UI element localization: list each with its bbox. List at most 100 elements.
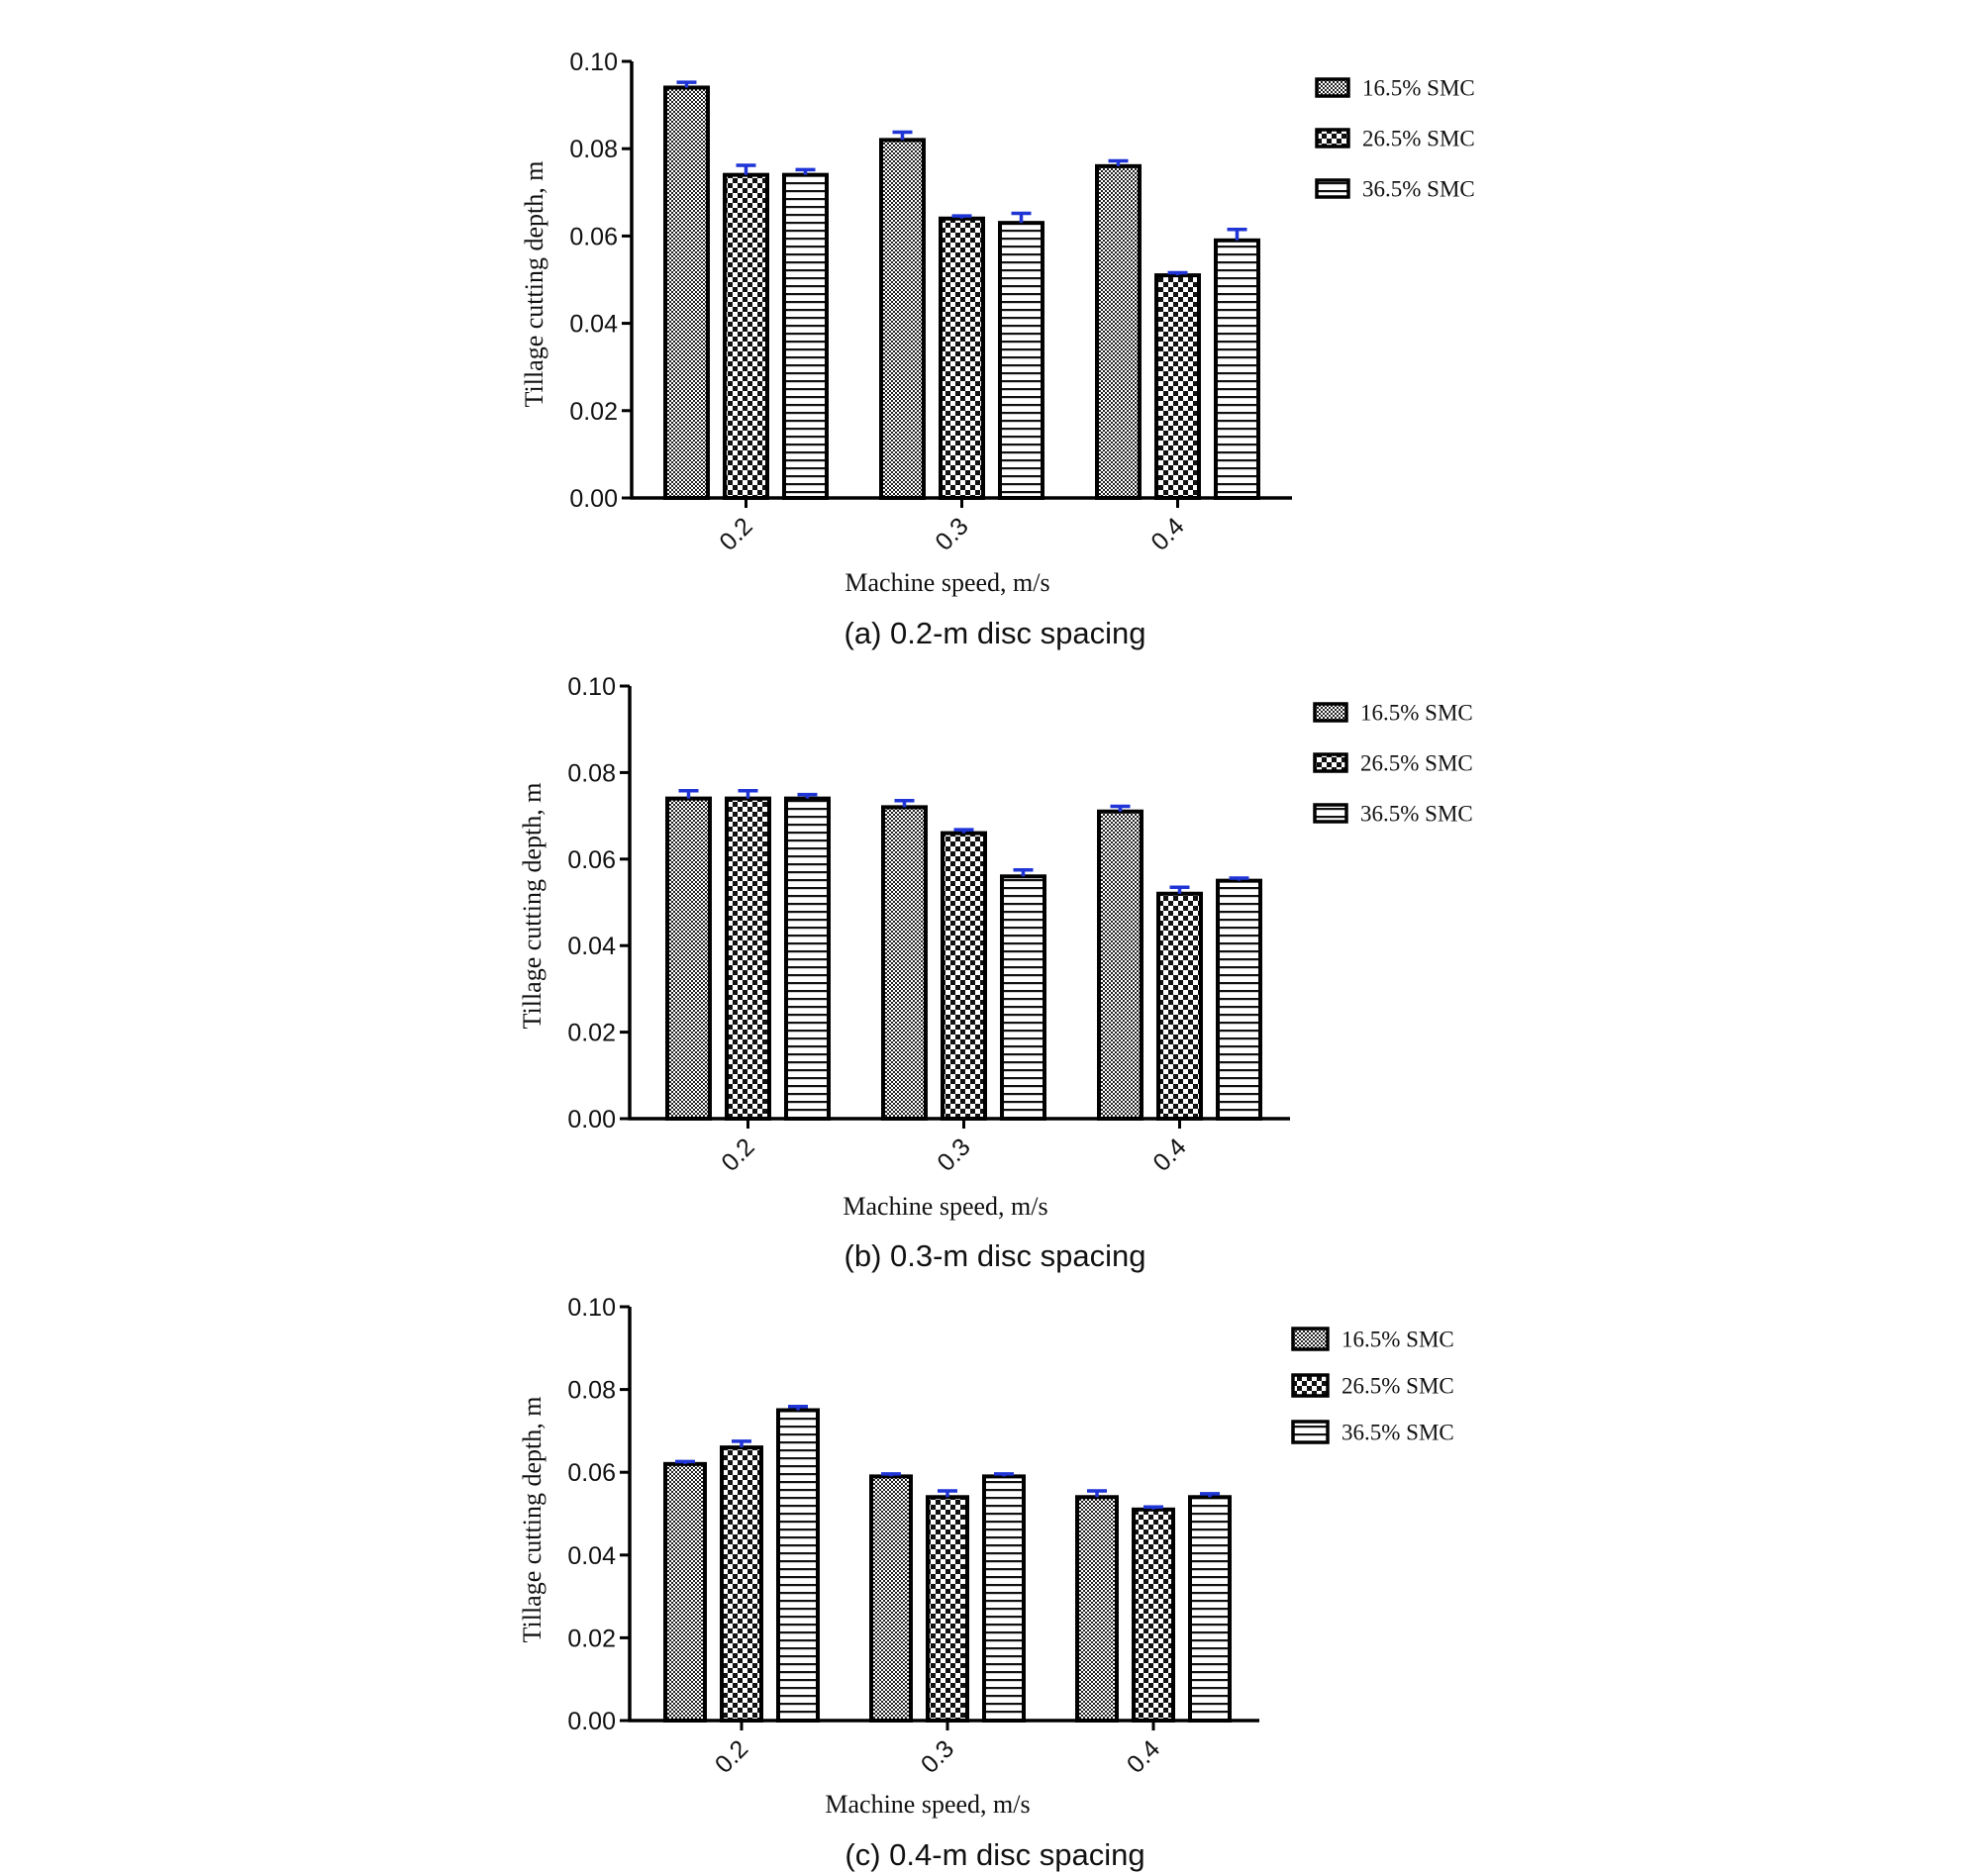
x-ticks-b: 0.2 0.3 0.4 xyxy=(716,1119,1192,1177)
y-tick-label-a-0: 0.00 xyxy=(569,485,618,513)
legend-swatch-a-3 xyxy=(1315,178,1350,199)
error-bars-b xyxy=(678,789,1249,894)
y-axis-title-b: Tillage cutting depth, m xyxy=(518,783,547,1030)
legend-b: 16.5% SMC 26.5% SMC 36.5% SMC xyxy=(1313,701,1473,827)
y-tick-label-b-2: 0.04 xyxy=(567,933,616,960)
bar-c-0.2-2 xyxy=(720,1445,763,1723)
x-tick-label-a-0.4: 0.4 xyxy=(1145,512,1189,555)
error-bar-c-0.2-1 xyxy=(675,1459,695,1464)
bar-b-0.3-2 xyxy=(941,831,987,1122)
x-axis-title-c: Machine speed, m/s xyxy=(825,1790,1030,1819)
error-bar-a-0.2-2 xyxy=(736,163,756,175)
y-tick-label-a-4: 0.08 xyxy=(569,136,618,163)
y-tick-label-a-2: 0.04 xyxy=(569,311,618,339)
chart-panel-c: 0.00 0.02 0.04 0.06 0.08 0.10 0.2 0.3 0.4 16.5%… xyxy=(518,1294,1454,1872)
error-bar-b-0.3-1 xyxy=(894,799,915,808)
bar-b-0.2-2 xyxy=(725,796,771,1121)
error-bar-c-0.3-1 xyxy=(881,1472,901,1477)
bar-c-0.3-3 xyxy=(982,1474,1026,1723)
x-ticks-c: 0.2 0.3 0.4 xyxy=(710,1721,1165,1779)
x-tick-label-b-0.2: 0.2 xyxy=(716,1133,759,1176)
error-bar-c-0.2-2 xyxy=(732,1439,751,1448)
error-bar-b-0.2-2 xyxy=(738,789,758,799)
y-tick-label-a-3: 0.06 xyxy=(569,223,618,250)
error-bar-a-0.3-3 xyxy=(1011,211,1032,224)
chart-panel-a: 0.00 0.02 0.04 0.06 0.08 0.10 0.2 0.3 0.4 16.5%… xyxy=(520,49,1475,650)
bar-c-0.2-1 xyxy=(663,1461,707,1723)
y-tick-label-b-1: 0.02 xyxy=(567,1020,616,1047)
legend-swatch-a-1 xyxy=(1315,77,1350,98)
bar-c-0.4-1 xyxy=(1075,1495,1119,1724)
error-bar-a-0.4-2 xyxy=(1167,270,1188,276)
x-tick-label-c-0.4: 0.4 xyxy=(1122,1734,1165,1778)
error-bar-c-0.4-2 xyxy=(1143,1505,1163,1510)
error-bar-a-0.3-2 xyxy=(951,214,972,219)
legend-swatch-c-1 xyxy=(1291,1327,1330,1351)
x-tick-label-b-0.3: 0.3 xyxy=(932,1133,975,1176)
y-tick-label-c-0: 0.00 xyxy=(567,1708,616,1735)
y-ticks-c: 0.00 0.02 0.04 0.06 0.08 0.10 xyxy=(567,1294,630,1735)
y-tick-label-c-1: 0.02 xyxy=(567,1625,616,1652)
error-bar-a-0.2-1 xyxy=(676,80,697,88)
x-tick-label-a-0.2: 0.2 xyxy=(714,512,757,555)
error-bar-c-0.3-2 xyxy=(938,1489,957,1498)
y-ticks-a: 0.00 0.02 0.04 0.06 0.08 0.10 xyxy=(569,49,632,513)
x-tick-label-b-0.4: 0.4 xyxy=(1147,1133,1191,1176)
y-tick-label-c-3: 0.06 xyxy=(567,1459,616,1487)
bar-a-0.3-1 xyxy=(879,138,926,500)
bar-c-0.4-3 xyxy=(1188,1495,1232,1724)
y-tick-label-a-5: 0.10 xyxy=(569,49,618,76)
bar-b-0.4-3 xyxy=(1216,878,1262,1122)
bars-a xyxy=(663,85,1260,501)
chart-panel-b: 0.00 0.02 0.04 0.06 0.08 0.10 0.2 0.3 0.4 16.5%… xyxy=(518,673,1473,1273)
legend-label-a-2: 26.5% SMC xyxy=(1362,127,1475,151)
error-bar-b-0.4-3 xyxy=(1229,876,1249,881)
error-bar-a-0.2-3 xyxy=(795,167,816,175)
legend-label-c-3: 36.5% SMC xyxy=(1342,1421,1454,1445)
legend-swatch-b-2 xyxy=(1313,752,1348,773)
bar-b-0.3-1 xyxy=(881,805,928,1121)
bars-c xyxy=(663,1408,1232,1724)
y-tick-label-b-4: 0.08 xyxy=(567,759,616,787)
legend-label-a-1: 16.5% SMC xyxy=(1362,76,1475,101)
bar-c-0.3-2 xyxy=(926,1495,969,1724)
bar-a-0.2-1 xyxy=(663,85,710,501)
legend-label-c-1: 16.5% SMC xyxy=(1342,1328,1454,1352)
bar-c-0.4-2 xyxy=(1132,1507,1175,1723)
error-bar-b-0.2-3 xyxy=(797,792,818,799)
legend-label-b-1: 16.5% SMC xyxy=(1360,701,1473,726)
y-tick-label-b-3: 0.06 xyxy=(567,846,616,874)
y-tick-label-a-1: 0.02 xyxy=(569,398,618,426)
legend-a: 16.5% SMC 26.5% SMC 36.5% SMC xyxy=(1315,76,1475,202)
bar-c-0.2-3 xyxy=(776,1408,820,1723)
x-ticks-a: 0.2 0.3 0.4 xyxy=(714,498,1190,556)
caption-c: (c) 0.4-m disc spacing xyxy=(845,1837,1144,1872)
error-bar-b-0.2-1 xyxy=(678,789,699,799)
legend-swatch-a-2 xyxy=(1315,128,1350,148)
error-bar-a-0.3-1 xyxy=(892,130,913,141)
error-bar-a-0.4-3 xyxy=(1227,228,1247,241)
error-bar-b-0.3-2 xyxy=(953,828,974,834)
bar-b-0.3-3 xyxy=(1000,874,1046,1122)
error-bar-b-0.4-1 xyxy=(1110,804,1131,812)
bar-a-0.4-3 xyxy=(1214,238,1260,500)
legend-swatch-c-2 xyxy=(1291,1373,1330,1398)
bar-a-0.4-1 xyxy=(1095,163,1142,500)
y-tick-label-b-0: 0.00 xyxy=(567,1106,616,1134)
legend-label-a-3: 36.5% SMC xyxy=(1362,177,1475,202)
y-ticks-b: 0.00 0.02 0.04 0.06 0.08 0.10 xyxy=(567,673,630,1134)
y-tick-label-b-5: 0.10 xyxy=(567,673,616,701)
error-bar-c-0.4-1 xyxy=(1087,1489,1107,1498)
y-tick-label-c-2: 0.04 xyxy=(567,1542,616,1570)
error-bars-a xyxy=(676,80,1247,276)
x-axis-title-b: Machine speed, m/s xyxy=(843,1192,1047,1221)
bar-a-0.3-3 xyxy=(998,221,1044,500)
x-tick-label-c-0.3: 0.3 xyxy=(916,1734,959,1778)
legend-swatch-c-3 xyxy=(1291,1420,1330,1444)
y-axis-title-c: Tillage cutting depth, m xyxy=(518,1397,547,1643)
y-axis-title-a: Tillage cutting depth, m xyxy=(520,161,548,408)
legend-c: 16.5% SMC 26.5% SMC 36.5% SMC xyxy=(1291,1327,1454,1445)
error-bar-c-0.2-3 xyxy=(788,1404,808,1411)
error-bars-c xyxy=(675,1404,1220,1510)
bar-b-0.2-1 xyxy=(665,796,712,1121)
